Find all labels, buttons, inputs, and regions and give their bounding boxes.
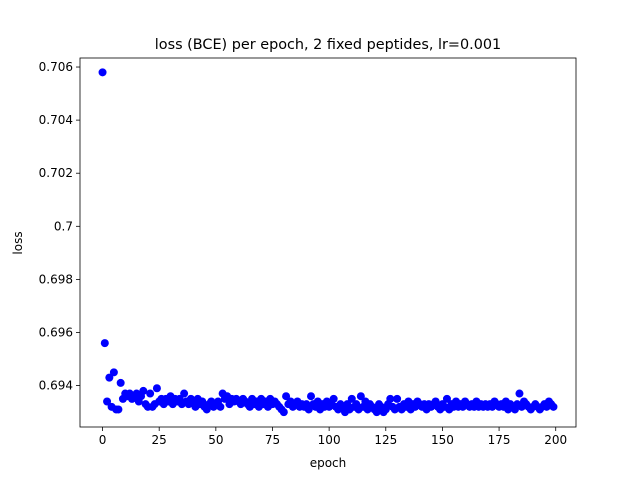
point: [282, 392, 291, 401]
x-tick-label: 50: [208, 433, 223, 447]
point: [329, 394, 338, 403]
x-tick-label: 150: [431, 433, 454, 447]
x-axis-label: epoch: [310, 456, 347, 470]
point: [386, 394, 395, 403]
point: [393, 394, 402, 403]
point: [98, 68, 107, 77]
point: [304, 405, 313, 414]
point: [356, 392, 365, 401]
point: [279, 408, 288, 417]
point: [549, 402, 558, 411]
point: [180, 389, 189, 398]
point: [347, 394, 356, 403]
x-tick-label: 200: [544, 433, 567, 447]
point: [114, 405, 123, 414]
point: [372, 408, 381, 417]
y-tick-label: 0.704: [39, 113, 73, 127]
point: [216, 402, 225, 411]
point: [100, 339, 109, 348]
point: [109, 368, 118, 377]
point: [139, 386, 148, 395]
y-tick-label: 0.702: [39, 166, 73, 180]
point: [146, 389, 155, 398]
point: [307, 392, 316, 401]
x-tick-label: 125: [374, 433, 397, 447]
x-tick-label: 175: [488, 433, 511, 447]
y-tick-label: 0.696: [39, 325, 73, 339]
y-axis-label: loss: [11, 231, 25, 254]
point: [152, 384, 161, 393]
point: [103, 397, 112, 406]
x-tick-label: 100: [318, 433, 341, 447]
point: [116, 378, 125, 387]
y-tick-label: 0.698: [39, 272, 73, 286]
point: [105, 373, 114, 382]
y-tick-label: 0.7: [54, 219, 73, 233]
point: [442, 394, 451, 403]
x-tick-label: 25: [152, 433, 167, 447]
x-tick-label: 75: [265, 433, 280, 447]
point: [515, 389, 524, 398]
plot-frame: [79, 57, 577, 428]
x-tick-label: 0: [99, 433, 107, 447]
y-tick-label: 0.706: [39, 60, 73, 74]
chart-title: loss (BCE) per epoch, 2 fixed peptides, …: [155, 37, 501, 53]
y-tick-label: 0.694: [39, 379, 73, 393]
